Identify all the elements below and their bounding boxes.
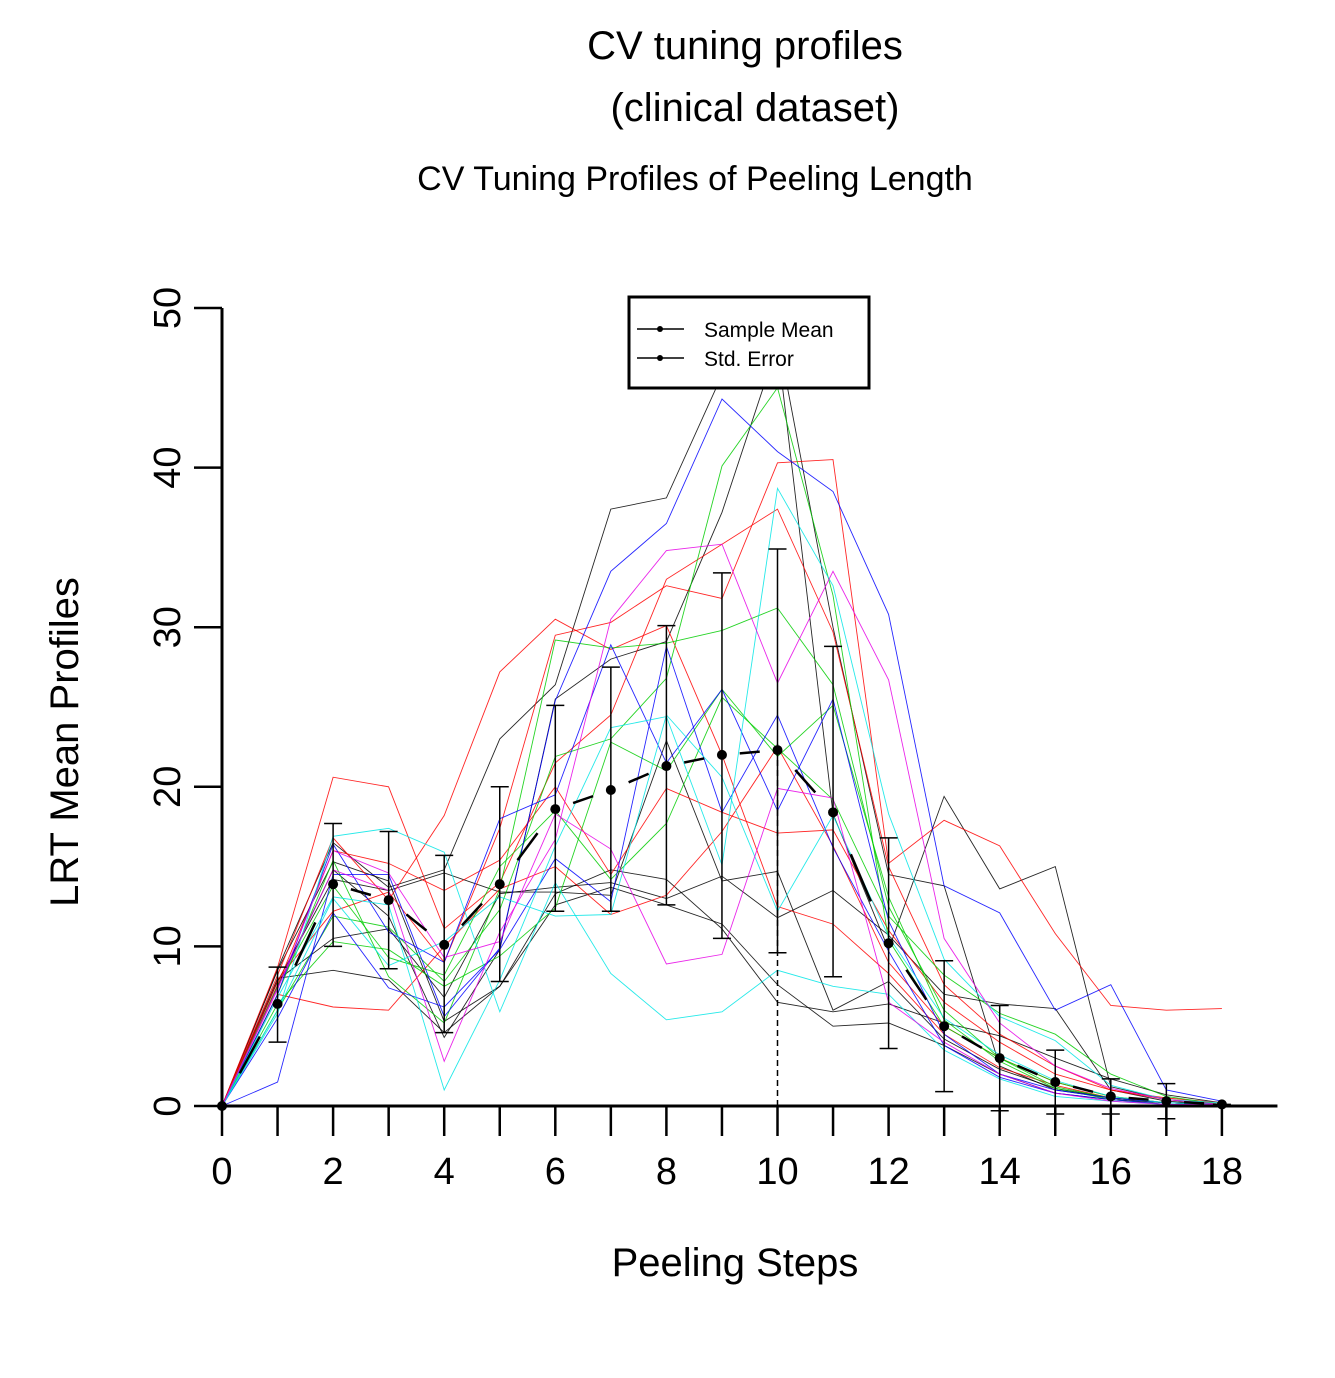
mean-connector-3 [405, 913, 428, 932]
mean-point-0 [217, 1101, 227, 1111]
mean-connector-15 [1072, 1085, 1094, 1094]
legend-mean-dot [657, 326, 663, 332]
legend-box [627, 295, 871, 390]
mean-connector-4 [461, 902, 483, 927]
mean-point-1 [272, 998, 283, 1009]
mean-point-3 [383, 895, 394, 906]
mean-connector-1 [294, 921, 317, 967]
mean-connector-16 [1128, 1096, 1149, 1101]
legend-label-std-error: Std. Error [704, 348, 794, 371]
mean-point-6 [550, 804, 561, 815]
sample-mean-series [217, 548, 1231, 1120]
mean-connector-12 [905, 969, 928, 1001]
mean-point-12 [883, 938, 894, 949]
mean-connector-11 [849, 853, 872, 902]
mean-point-16 [1105, 1091, 1116, 1102]
mean-point-15 [1050, 1077, 1061, 1088]
mean-connector-0 [238, 1035, 261, 1074]
mean-connector-2 [350, 888, 372, 897]
mean-point-2 [328, 879, 339, 890]
legend-stderr-dot [657, 355, 663, 361]
y-tick-label-40: 40 [147, 446, 189, 488]
x-tick-label-14: 14 [979, 1151, 1021, 1193]
mean-point-13 [939, 1021, 950, 1032]
mean-point-9 [716, 749, 727, 760]
mean-connector-9 [739, 750, 760, 755]
x-tick-label-8: 8 [656, 1151, 677, 1193]
chart-title-line1: CV tuning profiles [587, 24, 903, 68]
x-tick-label-10: 10 [756, 1151, 798, 1193]
mean-point-5 [494, 879, 505, 890]
x-tick-label-18: 18 [1201, 1151, 1243, 1193]
mean-connector-7 [628, 772, 650, 784]
legend-label-sample-mean: Sample Mean [704, 319, 834, 342]
mean-point-18 [1216, 1099, 1227, 1110]
mean-point-14 [994, 1053, 1005, 1064]
mean-point-11 [828, 807, 839, 818]
x-tick-label-16: 16 [1090, 1151, 1132, 1193]
x-tick-label-2: 2 [323, 1151, 344, 1193]
axes: 0 2 4 6 8 10 12 14 16 18 0 10 20 30 40 50 Peeling Steps L… [43, 287, 1278, 1285]
mean-connector-5 [516, 832, 539, 861]
y-tick-label-30: 30 [147, 606, 189, 648]
mean-point-8 [661, 761, 672, 772]
chart-subtitle: CV Tuning Profiles of Peeling Length [417, 160, 973, 198]
x-axis-title: Peeling Steps [612, 1241, 859, 1285]
x-tick-label-12: 12 [867, 1151, 909, 1193]
legend: Sample Mean Std. Error [627, 295, 871, 390]
x-tick-label-4: 4 [434, 1151, 455, 1193]
chart-title-line2: (clinical dataset) [610, 86, 900, 130]
y-tick-label-0: 0 [147, 1095, 189, 1116]
mean-connector-6 [572, 794, 594, 805]
x-tick-label-6: 6 [545, 1151, 566, 1193]
y-tick-label-50: 50 [147, 287, 189, 329]
y-tick-label-20: 20 [147, 766, 189, 808]
mean-connector-10 [794, 769, 817, 794]
mean-point-17 [1161, 1096, 1172, 1107]
mean-point-7 [605, 784, 616, 795]
mean-connector-17 [1184, 1100, 1205, 1105]
mean-point-10 [772, 745, 783, 756]
mean-connector-13 [961, 1035, 983, 1049]
mean-point-4 [439, 939, 450, 950]
x-tick-label-0: 0 [211, 1151, 232, 1193]
mean-connector-14 [1016, 1064, 1038, 1076]
y-tick-label-10: 10 [147, 925, 189, 967]
y-axis-title: LRT Mean Profiles [43, 577, 87, 907]
mean-connector-8 [683, 757, 705, 764]
